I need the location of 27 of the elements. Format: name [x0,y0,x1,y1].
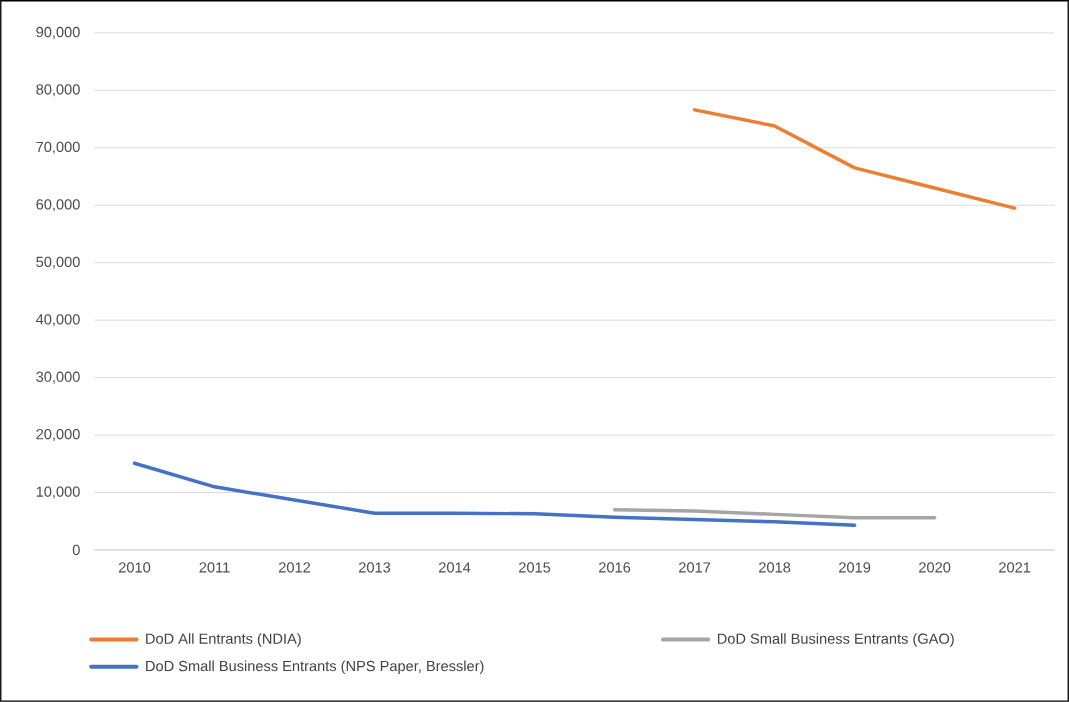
y-tick-label: 60,000 [36,199,80,212]
x-tick-label: 2010 [118,562,151,573]
x-tick-label: 2015 [519,562,551,573]
legend-label: DoD All Entrants (NDIA) [146,633,301,647]
x-tick-label: 2018 [759,562,791,573]
x-tick-label: 2017 [679,562,711,573]
y-tick-label: 0 [72,544,80,556]
y-tick-label: 50,000 [36,256,80,269]
x-tick-label: 2013 [359,562,391,573]
x-tick-label: 2020 [919,562,951,573]
legend-label: DoD Small Business Entrants (GAO) [717,633,954,647]
x-tick-label: 2021 [999,562,1031,573]
line-series [692,108,1017,210]
x-tick-label: 2012 [279,562,311,573]
x-tick-label: 2016 [599,562,631,573]
y-tick-label: 40,000 [36,314,80,327]
y-tick-label: 90,000 [36,26,80,39]
x-tick-label: 2014 [439,562,471,573]
x-tick-label: 2011 [199,562,230,573]
y-tick-label: 20,000 [36,429,80,442]
y-tick-label: 80,000 [36,84,80,97]
legend-label: DoD Small Business Entrants (NPS Paper, Bressler) [146,660,484,675]
x-tick-label: 2019 [839,562,871,573]
y-tick-label: 30,000 [36,371,80,384]
y-tick-label: 70,000 [36,141,80,154]
line-series [612,508,937,520]
y-tick-label: 10,000 [36,486,80,499]
